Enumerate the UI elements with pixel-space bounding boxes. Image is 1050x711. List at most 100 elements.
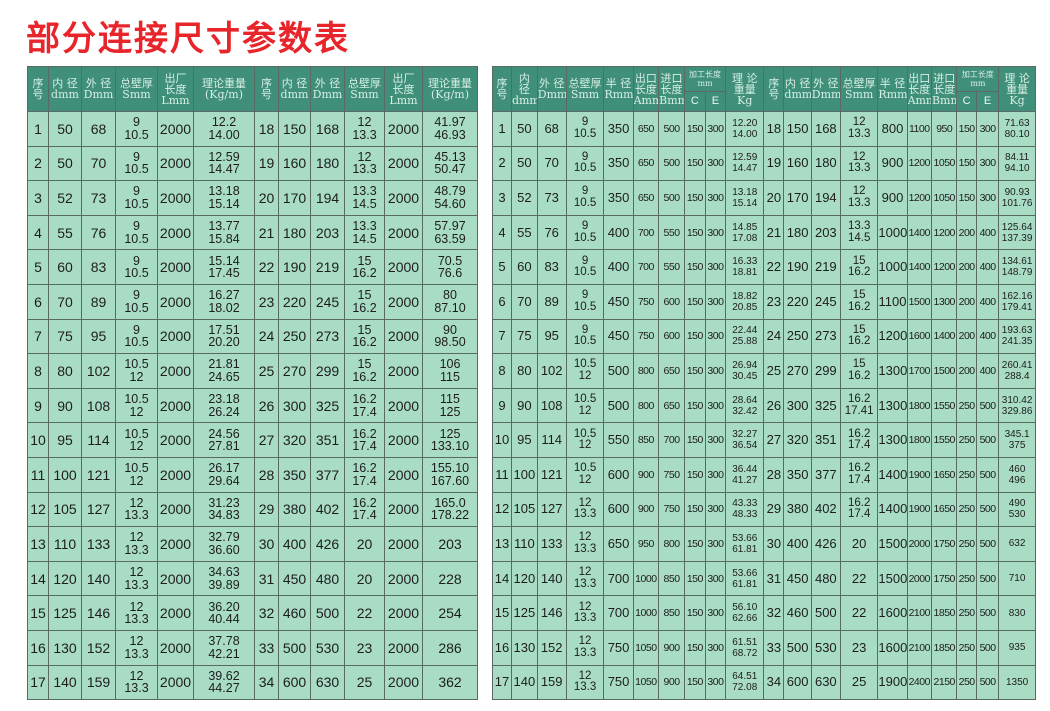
column-header: 进口 长度 Bmm xyxy=(930,66,958,112)
table-cell: 23 xyxy=(763,283,785,320)
table-cell: 10 xyxy=(27,422,49,458)
table-cell: 600 xyxy=(658,318,685,355)
table-cell: 121 xyxy=(81,456,116,493)
table-cell: 300 xyxy=(704,249,727,285)
table-cell: 160 xyxy=(783,145,812,182)
table-cell: 1400 xyxy=(906,249,932,285)
table-row: 2 50 70 9 10.5 2000 12.59 14.47 19 160 180 12 13.… xyxy=(27,145,478,182)
table-cell: 150 xyxy=(683,145,706,182)
table-cell: 8 xyxy=(492,353,512,389)
table-cell: 168 xyxy=(810,111,841,147)
table-cell: 29 xyxy=(254,491,279,528)
table-cell: 70.5 76.6 xyxy=(422,249,478,285)
table-cell: 125 xyxy=(48,595,82,631)
table-cell: 127 xyxy=(81,491,116,528)
table-cell: 50 xyxy=(510,111,538,147)
table-cell: 1600 xyxy=(877,595,908,631)
table-cell: 102 xyxy=(81,353,116,389)
table-cell: 2000 xyxy=(157,111,194,147)
table-cell: 16.2 17.4 xyxy=(344,491,385,528)
table-cell: 12 13.3 xyxy=(839,111,879,147)
table-cell: 1750 xyxy=(930,560,958,597)
table-cell: 7 xyxy=(492,318,512,355)
table-cell: 300 xyxy=(975,180,1000,216)
table-cell: 700 xyxy=(632,214,660,251)
table-cell: 80 xyxy=(510,353,538,389)
table-cell: 550 xyxy=(658,214,685,251)
table-cell: 9 10.5 xyxy=(115,249,158,285)
table-cell: 650 xyxy=(658,353,685,389)
table-cell: 2000 xyxy=(157,629,194,666)
table-cell: 170 xyxy=(278,180,311,216)
table-cell: 850 xyxy=(658,595,685,631)
table-cell: 13.3 14.5 xyxy=(839,214,879,251)
table-cell: 110 xyxy=(510,526,538,562)
table-cell: 190 xyxy=(278,249,311,285)
table-cell: 14 xyxy=(492,560,512,597)
table-cell: 83 xyxy=(536,249,567,285)
table-cell: 70 xyxy=(81,145,116,182)
table-cell: 120 xyxy=(510,560,538,597)
table-cell: 36.20 40.44 xyxy=(193,595,255,631)
table-cell: 152 xyxy=(536,629,567,666)
table-cell: 15 16.2 xyxy=(839,318,879,355)
table-cell: 2000 xyxy=(157,249,194,285)
table-cell: 14.85 17.08 xyxy=(725,214,765,251)
table-cell: 15 16.2 xyxy=(344,283,385,320)
table-cell: 350 xyxy=(278,456,311,493)
table-cell: 250 xyxy=(278,318,311,355)
table-row: 14 120 140 12 13.3 700 1000 850 150 300 53.66 61.… xyxy=(492,560,1036,597)
table-cell: 133 xyxy=(536,526,567,562)
table-cell: 76 xyxy=(536,214,567,251)
table-cell: 12 13.3 xyxy=(839,180,879,216)
table-cell: 460 496 xyxy=(998,456,1036,493)
table-cell: 1900 xyxy=(906,456,932,493)
table-cell: 260.41 288.4 xyxy=(998,353,1036,389)
column-subheader: E xyxy=(975,91,1000,112)
table-cell: 32.79 36.60 xyxy=(193,526,255,562)
table-cell: 2000 xyxy=(384,491,423,528)
table-cell: 31 xyxy=(254,560,279,597)
table-cell: 460 xyxy=(783,595,812,631)
table-cell: 68 xyxy=(81,111,116,147)
table-cell: 121 xyxy=(536,456,567,493)
table-cell: 950 xyxy=(632,526,660,562)
table-cell: 105 xyxy=(510,491,538,528)
table-cell: 1650 xyxy=(930,456,958,493)
table-cell: 2000 xyxy=(157,387,194,424)
table-cell: 2000 xyxy=(384,318,423,355)
table-cell: 55 xyxy=(510,214,538,251)
table-row: 13 110 133 12 13.3 650 950 800 150 300 53.66 61.8… xyxy=(492,526,1036,562)
table-cell: 250 xyxy=(956,456,977,493)
table-cell: 89 xyxy=(536,283,567,320)
table-cell: 37.78 42.21 xyxy=(193,629,255,666)
table-row: 13 110 133 12 13.3 2000 32.79 36.60 30 400 426 20… xyxy=(27,526,478,562)
table-cell: 2000 xyxy=(157,560,194,597)
table-cell: 20 xyxy=(344,526,385,562)
table-cell: 500 xyxy=(975,526,1000,562)
table-cell: 16.33 18.81 xyxy=(725,249,765,285)
table-cell: 250 xyxy=(956,595,977,631)
table-cell: 500 xyxy=(603,353,634,389)
table-cell: 24.56 27.81 xyxy=(193,422,255,458)
column-header: 出厂 长度 Lmm xyxy=(384,66,423,112)
table-cell: 53.66 61.81 xyxy=(725,526,765,562)
column-header: 总壁厚 Smm xyxy=(344,66,385,112)
table-cell: 2000 xyxy=(384,283,423,320)
table-row: 8 80 102 10.5 12 2000 21.81 24.65 25 270 299 15 1… xyxy=(27,353,478,389)
table-cell: 140 xyxy=(81,560,116,597)
table-cell: 3 xyxy=(492,180,512,216)
table-cell: 380 xyxy=(278,491,311,528)
table-cell: 110 xyxy=(48,526,82,562)
table-cell: 402 xyxy=(810,491,841,528)
table-cell: 460 xyxy=(278,595,311,631)
table-cell: 400 xyxy=(975,318,1000,355)
table-cell: 180 xyxy=(810,145,841,182)
table-cell: 1200 xyxy=(930,249,958,285)
table-cell: 180 xyxy=(310,145,345,182)
table-cell: 11 xyxy=(27,456,49,493)
table-cell: 1400 xyxy=(906,214,932,251)
table-cell: 70 xyxy=(510,283,538,320)
table-cell: 1900 xyxy=(877,664,908,701)
